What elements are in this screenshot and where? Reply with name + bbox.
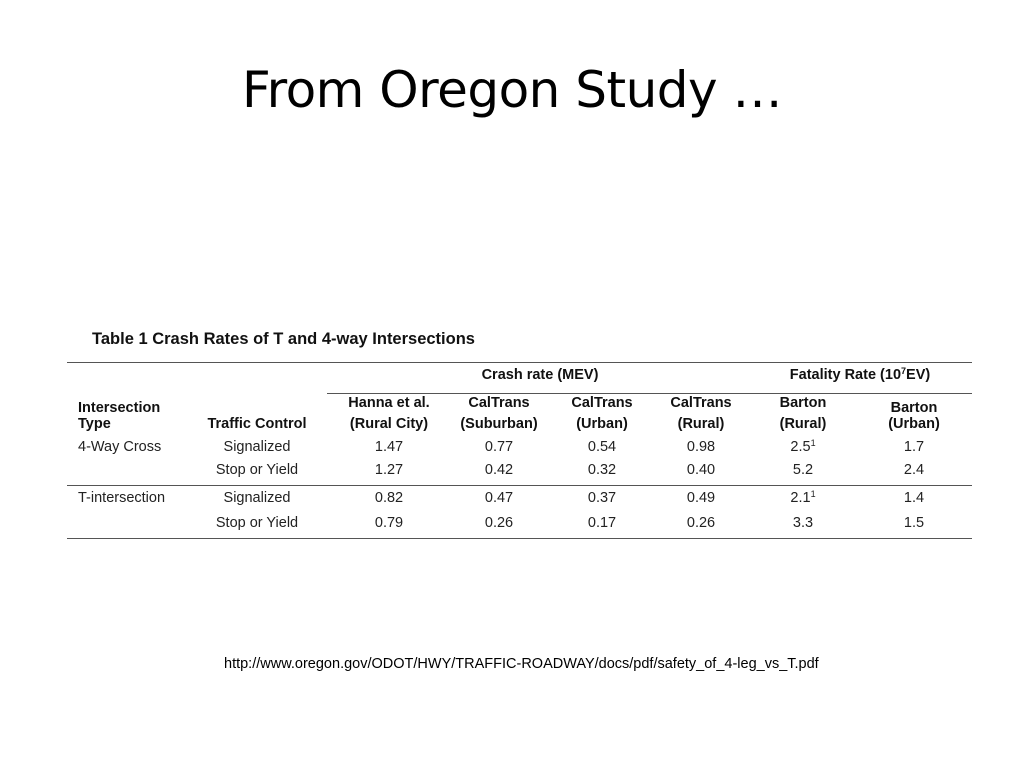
row2-hanna: 1.27 (374, 462, 404, 478)
table-top-rule (67, 362, 972, 363)
col-header-caltrans-urban-line1: CalTrans (571, 395, 633, 411)
row4-caltrans-rural: 0.26 (686, 515, 716, 531)
row4-barton-rural: 3.3 (792, 515, 814, 531)
table-bottom-rule (67, 538, 972, 539)
row1-hanna: 1.47 (374, 439, 404, 455)
col-header-caltrans-suburban-line2: (Suburban) (460, 416, 538, 432)
row3-barton-urban: 1.4 (903, 490, 925, 506)
row3-control: Signalized (223, 490, 291, 506)
row1-caltrans-urban: 0.54 (587, 439, 617, 455)
row1-barton-urban: 1.7 (903, 439, 925, 455)
footnote-marker: 1 (810, 489, 816, 499)
col-header-type-line2: Type (78, 416, 111, 432)
row2-barton-urban: 2.4 (903, 462, 925, 478)
row3-caltrans-rural: 0.49 (686, 490, 716, 506)
table-caption: Table 1 Crash Rates of T and 4-way Inter… (92, 330, 475, 348)
row1-control: Signalized (223, 439, 291, 455)
col-header-caltrans-rural-line2: (Rural) (677, 416, 725, 432)
fatality-rate-group-header: Fatality Rate (107EV) (789, 366, 931, 384)
col-header-barton-urban-line2: (Urban) (888, 416, 940, 432)
row2-barton-rural: 5.2 (792, 462, 814, 478)
row3-caltrans-suburban: 0.47 (484, 490, 514, 506)
col-header-hanna-line1: Hanna et al. (348, 395, 430, 411)
row2-caltrans-urban: 0.32 (587, 462, 617, 478)
col-header-caltrans-rural-line1: CalTrans (670, 395, 732, 411)
group-header-rule (327, 393, 972, 394)
row3-barton-rural: 2.11 (790, 489, 816, 507)
row2-caltrans-suburban: 0.42 (484, 462, 514, 478)
row4-caltrans-suburban: 0.26 (484, 515, 514, 531)
section-divider-rule (67, 485, 972, 486)
col-header-caltrans-urban-line2: (Urban) (576, 416, 628, 432)
row4-barton-urban: 1.5 (903, 515, 925, 531)
row4-control: Stop or Yield (215, 515, 299, 531)
col-header-caltrans-suburban-line1: CalTrans (468, 395, 530, 411)
row1-barton-rural: 2.51 (790, 438, 816, 456)
row1-caltrans-rural: 0.98 (686, 439, 716, 455)
row4-hanna: 0.79 (374, 515, 404, 531)
col-header-type-line1: Intersection (78, 400, 161, 416)
row2-caltrans-rural: 0.40 (686, 462, 716, 478)
row1-caltrans-suburban: 0.77 (484, 439, 514, 455)
col-header-control: Traffic Control (207, 416, 307, 432)
col-header-barton-urban-line1: Barton (890, 400, 938, 416)
row3-type: T-intersection (78, 490, 166, 506)
row4-caltrans-urban: 0.17 (587, 515, 617, 531)
row2-control: Stop or Yield (215, 462, 299, 478)
col-header-barton-rural-line2: (Rural) (779, 416, 827, 432)
row1-type: 4-Way Cross (78, 439, 162, 455)
row3-caltrans-urban: 0.37 (587, 490, 617, 506)
crash-rate-group-header: Crash rate (MEV) (481, 367, 599, 383)
col-header-barton-rural-line1: Barton (779, 395, 827, 411)
row3-hanna: 0.82 (374, 490, 404, 506)
source-url: http://www.oregon.gov/ODOT/HWY/TRAFFIC-R… (224, 656, 819, 672)
footnote-marker: 1 (810, 438, 816, 448)
col-header-hanna-line2: (Rural City) (349, 416, 429, 432)
slide-title: From Oregon Study … (241, 61, 783, 119)
